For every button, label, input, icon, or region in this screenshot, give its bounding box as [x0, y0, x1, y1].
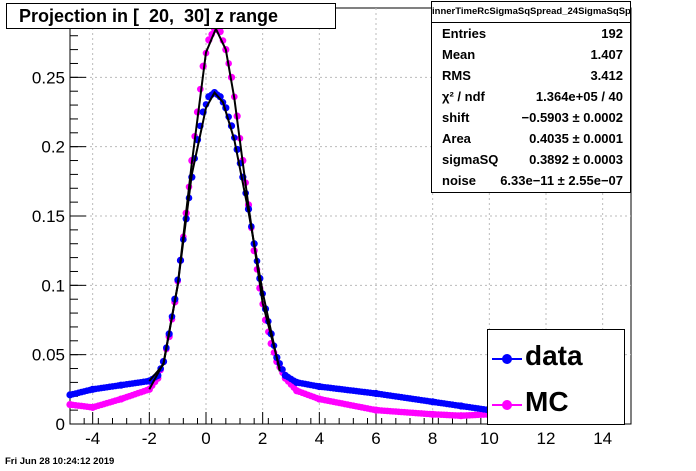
x-tick-label: 10	[480, 429, 499, 448]
stats-row-entries: Entries 192	[432, 23, 630, 44]
y-tick-label: 0.2	[41, 138, 65, 157]
stats-value: 1.364e+05 / 40	[535, 89, 623, 104]
x-tick-label: 8	[428, 429, 437, 448]
stats-label: sigmaSQ	[442, 152, 499, 167]
stats-row-noise: noise 6.33e−11 ± 2.55e−07	[432, 170, 630, 191]
x-tick-label: 6	[371, 429, 380, 448]
x-tick-label: 2	[258, 429, 267, 448]
legend-entry-mc: MC	[488, 378, 624, 424]
y-tick-label: 0.1	[41, 276, 65, 295]
stats-histogram-name: innerTimeRcSigmaSqSpread_24SigmaSqSpread	[432, 2, 630, 23]
stats-value: 6.33e−11 ± 2.55e−07	[500, 173, 623, 188]
stats-label: Area	[442, 131, 471, 146]
x-tick-label: -2	[142, 429, 157, 448]
x-tick-label: 14	[593, 429, 612, 448]
legend-entry-data: data	[488, 332, 624, 378]
legend: data MC	[487, 329, 625, 425]
legend-label: data	[525, 340, 583, 371]
stats-value: 1.407	[590, 47, 623, 62]
stats-value: 0.3892 ± 0.0003	[529, 152, 623, 167]
plot-title: Projection in [ 20, 30] z range	[6, 3, 336, 29]
x-tick-label: 4	[315, 429, 324, 448]
x-tick-label: 12	[537, 429, 556, 448]
stats-value: 192	[601, 26, 623, 41]
stats-row-mean: Mean 1.407	[432, 44, 630, 65]
data-point-data	[279, 366, 286, 373]
x-tick-label: 0	[201, 429, 210, 448]
legend-marker	[502, 400, 512, 410]
stats-label: χ² / ndf	[442, 89, 485, 104]
stats-label: RMS	[442, 68, 471, 83]
x-tick-label: -4	[85, 429, 100, 448]
stats-value: 0.4035 ± 0.0001	[529, 131, 623, 146]
stats-row-chi2: χ² / ndf 1.364e+05 / 40	[432, 86, 630, 107]
y-tick-label: 0.15	[32, 207, 65, 226]
y-tick-label: 0.05	[32, 346, 65, 365]
y-tick-label: 0.25	[32, 68, 65, 87]
stats-label: noise	[442, 173, 476, 188]
stats-row-area: Area 0.4035 ± 0.0001	[432, 128, 630, 149]
legend-label: MC	[525, 386, 569, 417]
stats-value: 3.412	[590, 68, 623, 83]
stats-label: shift	[442, 110, 470, 125]
legend-marker	[502, 354, 512, 364]
stats-row-sigmasq: sigmaSQ 0.3892 ± 0.0003	[432, 149, 630, 170]
stats-value: −0.5903 ± 0.0002	[521, 110, 623, 125]
stats-row-rms: RMS 3.412	[432, 65, 630, 86]
timestamp: Fri Jun 28 10:24:12 2019	[5, 456, 115, 467]
y-tick-label: 0	[56, 415, 65, 434]
stats-box: innerTimeRcSigmaSqSpread_24SigmaSqSpread…	[431, 1, 631, 193]
stats-label: Mean	[442, 47, 476, 62]
stats-row-shift: shift −0.5903 ± 0.0002	[432, 107, 630, 128]
stats-label: Entries	[442, 26, 487, 41]
